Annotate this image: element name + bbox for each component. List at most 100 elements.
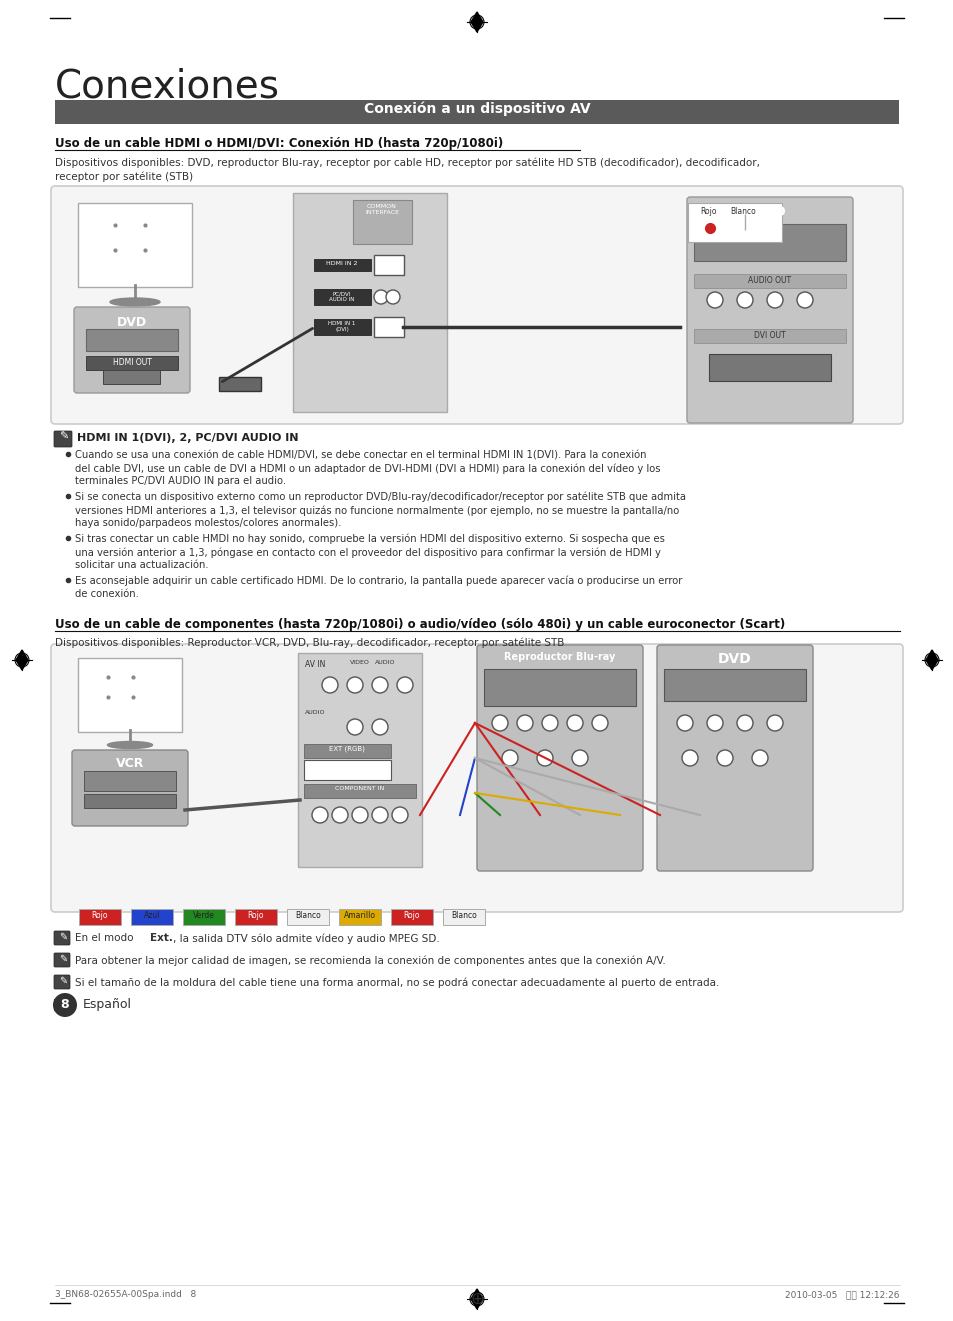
Circle shape: [766, 292, 782, 308]
FancyBboxPatch shape: [442, 909, 484, 925]
Circle shape: [372, 807, 388, 823]
Circle shape: [53, 993, 77, 1017]
Text: una versión anterior a 1,3, póngase en contacto con el proveedor del dispositivo: una versión anterior a 1,3, póngase en c…: [75, 547, 660, 557]
Text: Si se conecta un dispositivo externo como un reproductor DVD/Blu-ray/decodificad: Si se conecta un dispositivo externo com…: [75, 491, 685, 502]
Text: DVD: DVD: [117, 316, 147, 329]
FancyBboxPatch shape: [657, 645, 812, 871]
Circle shape: [717, 750, 732, 766]
FancyBboxPatch shape: [391, 909, 433, 925]
FancyBboxPatch shape: [693, 225, 845, 262]
Text: Azul: Azul: [144, 911, 160, 919]
Text: HDMI IN 1(DVI), 2, PC/DVI AUDIO IN: HDMI IN 1(DVI), 2, PC/DVI AUDIO IN: [77, 433, 298, 443]
Text: receptor por satélite (STB): receptor por satélite (STB): [55, 170, 193, 181]
FancyBboxPatch shape: [51, 645, 902, 911]
FancyBboxPatch shape: [314, 318, 371, 336]
Text: AUDIO OUT: AUDIO OUT: [748, 276, 791, 285]
Text: AUDIO: AUDIO: [305, 709, 325, 715]
FancyBboxPatch shape: [476, 645, 642, 871]
Text: DVI OUT: DVI OUT: [754, 332, 785, 339]
FancyBboxPatch shape: [304, 744, 391, 758]
FancyBboxPatch shape: [84, 771, 175, 791]
Ellipse shape: [108, 741, 152, 749]
Polygon shape: [471, 1289, 482, 1309]
Circle shape: [751, 750, 767, 766]
Text: Blanco: Blanco: [729, 207, 755, 217]
Text: Uso de un cable HDMI o HDMI/DVI: Conexión HD (hasta 720p/1080i): Uso de un cable HDMI o HDMI/DVI: Conexió…: [55, 137, 503, 151]
Text: Verde: Verde: [193, 911, 214, 919]
Circle shape: [386, 291, 399, 304]
FancyBboxPatch shape: [86, 329, 178, 351]
Text: HDMI IN 1
(DVI): HDMI IN 1 (DVI): [328, 321, 355, 332]
Text: Cuando se usa una conexión de cable HDMI/DVI, se debe conectar en el terminal HD: Cuando se usa una conexión de cable HDMI…: [75, 450, 646, 460]
Circle shape: [347, 676, 363, 694]
Polygon shape: [925, 650, 937, 670]
FancyBboxPatch shape: [314, 289, 371, 305]
Circle shape: [537, 750, 553, 766]
Text: Para obtener la mejor calidad de imagen, se recomienda la conexión de componente: Para obtener la mejor calidad de imagen,…: [75, 955, 665, 966]
Circle shape: [372, 676, 388, 694]
Text: 8: 8: [61, 997, 70, 1011]
FancyBboxPatch shape: [55, 100, 898, 124]
Text: ✎: ✎: [59, 432, 69, 443]
Text: COMPONENT IN: COMPONENT IN: [335, 786, 384, 791]
Circle shape: [396, 676, 413, 694]
Text: Uso de un cable de componentes (hasta 720p/1080i) o audio/vídeo (sólo 480i) y un: Uso de un cable de componentes (hasta 72…: [55, 618, 784, 631]
FancyBboxPatch shape: [304, 783, 416, 798]
FancyBboxPatch shape: [693, 329, 845, 343]
Circle shape: [737, 715, 752, 731]
Circle shape: [322, 676, 337, 694]
Text: VCR: VCR: [115, 757, 144, 770]
Text: del cable DVI, use un cable de DVI a HDMI o un adaptador de DVI-HDMI (DVI a HDMI: del cable DVI, use un cable de DVI a HDM…: [75, 462, 659, 473]
Text: Si tras conectar un cable HMDI no hay sonido, compruebe la versión HDMI del disp: Si tras conectar un cable HMDI no hay so…: [75, 534, 664, 544]
Text: ✎: ✎: [59, 954, 67, 964]
Text: Conexión a un dispositivo AV: Conexión a un dispositivo AV: [363, 102, 590, 116]
Circle shape: [372, 719, 388, 734]
Text: AUDIO: AUDIO: [375, 660, 395, 664]
Text: COMMON
INTERFACE: COMMON INTERFACE: [365, 203, 398, 215]
FancyBboxPatch shape: [54, 931, 70, 945]
Circle shape: [517, 715, 533, 731]
Text: Dispositivos disponibles: DVD, reproductor Blu-ray, receptor por cable HD, recep: Dispositivos disponibles: DVD, reproduct…: [55, 159, 760, 169]
Text: HDMI OUT: HDMI OUT: [112, 358, 152, 367]
FancyBboxPatch shape: [79, 909, 121, 925]
FancyBboxPatch shape: [338, 909, 380, 925]
Circle shape: [706, 715, 722, 731]
Text: Español: Español: [83, 997, 132, 1011]
FancyBboxPatch shape: [131, 909, 172, 925]
FancyBboxPatch shape: [234, 909, 276, 925]
Text: 3_BN68-02655A-00Spa.indd   8: 3_BN68-02655A-00Spa.indd 8: [55, 1291, 196, 1299]
FancyBboxPatch shape: [84, 794, 175, 808]
Text: solicitar una actualización.: solicitar una actualización.: [75, 560, 209, 569]
Text: ✎: ✎: [59, 933, 67, 942]
Circle shape: [492, 715, 507, 731]
FancyBboxPatch shape: [483, 668, 636, 705]
Text: Rojo: Rojo: [403, 911, 420, 919]
Text: Blanco: Blanco: [294, 911, 320, 919]
Polygon shape: [471, 12, 482, 32]
FancyBboxPatch shape: [78, 658, 182, 732]
FancyBboxPatch shape: [353, 199, 412, 244]
FancyBboxPatch shape: [663, 668, 805, 701]
FancyBboxPatch shape: [103, 370, 160, 384]
FancyBboxPatch shape: [86, 355, 178, 370]
Circle shape: [737, 292, 752, 308]
FancyBboxPatch shape: [374, 317, 403, 337]
FancyBboxPatch shape: [287, 909, 329, 925]
Text: Rojo: Rojo: [91, 911, 108, 919]
Text: VIDEO: VIDEO: [350, 660, 370, 664]
FancyBboxPatch shape: [78, 203, 192, 287]
Text: Ext.: Ext.: [150, 933, 172, 943]
FancyBboxPatch shape: [54, 952, 70, 967]
FancyBboxPatch shape: [54, 431, 71, 446]
FancyBboxPatch shape: [183, 909, 225, 925]
Text: haya sonido/parpadeos molestos/colores anormales).: haya sonido/parpadeos molestos/colores a…: [75, 518, 341, 528]
Circle shape: [352, 807, 368, 823]
Text: EXT (RGB): EXT (RGB): [329, 746, 365, 753]
Text: terminales PC/DVI AUDIO IN para el audio.: terminales PC/DVI AUDIO IN para el audio…: [75, 476, 286, 486]
FancyBboxPatch shape: [708, 354, 830, 380]
Circle shape: [677, 715, 692, 731]
Text: En el modo: En el modo: [75, 933, 136, 943]
Circle shape: [347, 719, 363, 734]
FancyBboxPatch shape: [54, 975, 70, 989]
Text: Reproductor Blu-ray: Reproductor Blu-ray: [504, 653, 615, 662]
